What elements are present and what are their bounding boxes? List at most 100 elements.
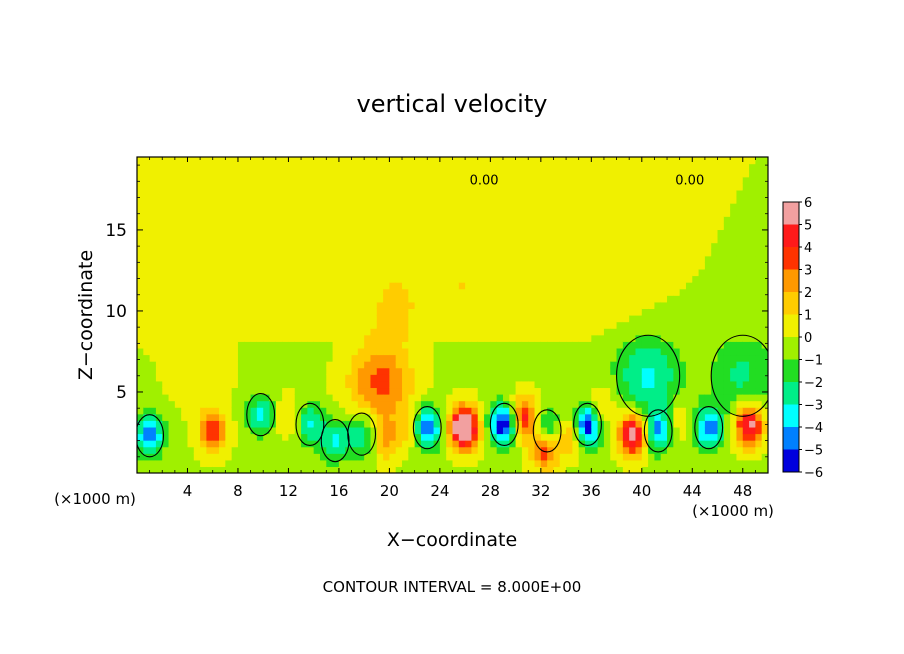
field-cell [603,347,611,356]
field-cell [477,321,485,329]
field-cell [717,282,725,290]
field-cell [566,446,573,454]
field-cell [219,203,226,211]
field-cell [622,334,630,342]
field-cell [578,347,586,356]
field-cell [433,170,441,178]
field-cell [427,236,435,244]
field-cell [187,163,195,171]
field-cell [219,413,226,421]
field-cell [137,315,144,323]
field-cell [685,308,693,316]
field-cell [755,400,763,408]
field-cell [540,222,548,231]
field-cell [206,209,214,217]
field-cell [187,295,195,303]
field-cell [345,301,353,310]
field-cell [572,328,580,336]
field-cell [572,446,580,454]
field-cell [648,282,656,290]
field-cell [439,334,447,342]
colorbar-swatch [783,449,799,473]
field-cell [654,387,662,395]
field-cell [559,341,567,349]
field-cell [149,268,157,277]
field-cell [692,176,700,184]
field-cell [629,209,637,217]
field-cell [553,222,561,231]
field-cell [685,315,693,323]
field-cell [521,216,529,224]
field-cell [275,229,283,237]
field-cell [263,426,271,435]
field-cell [465,440,473,448]
field-cell [755,466,763,473]
field-cell [477,249,485,257]
field-cell [181,229,189,237]
field-cell [502,367,510,375]
field-cell [730,203,738,211]
field-cell [389,196,397,204]
field-cell [749,453,756,461]
field-cell [648,426,656,435]
field-cell [332,189,340,198]
field-cell [319,203,327,211]
field-cell [610,308,618,316]
field-cell [572,157,580,165]
field-cell [673,446,681,454]
field-cell [603,163,611,171]
field-cell [559,189,567,198]
field-cell [616,209,624,217]
field-cell [484,394,491,402]
field-cell [439,301,447,310]
field-cell [275,209,283,217]
field-cell [181,216,189,224]
field-cell [187,209,195,217]
field-cell [351,249,359,257]
field-cell [395,249,403,257]
field-cell [566,262,573,270]
field-cell [528,282,536,290]
field-cell [547,196,555,204]
field-cell [648,341,656,349]
field-cell [477,308,485,316]
chart-title: vertical velocity [357,90,548,118]
field-cell [155,440,163,448]
field-cell [181,341,189,349]
field-cell [610,426,618,435]
field-cell [616,387,624,395]
field-cell [376,400,384,408]
field-cell [673,334,681,342]
field-cell [717,242,725,250]
field-cell [648,380,656,389]
field-cell [622,446,630,454]
field-cell [591,407,599,415]
field-cell [749,334,756,342]
field-cell [288,446,296,454]
field-cell [307,203,315,211]
field-cell [420,367,428,375]
field-cell [389,453,397,461]
field-cell [597,301,605,310]
field-cell [231,374,239,382]
field-cell [181,400,189,408]
field-cell [566,413,573,421]
field-cell [559,196,567,204]
field-cell [540,334,548,342]
field-cell [269,203,277,211]
field-cell [723,466,731,473]
field-cell [420,275,428,283]
field-cell [439,163,447,171]
field-cell [603,189,611,198]
field-cell [458,216,466,224]
field-cell [420,176,428,184]
field-cell [193,275,201,283]
field-cell [446,328,454,336]
field-cell [149,328,157,336]
field-cell [250,216,258,224]
field-cell [137,176,144,184]
field-cell [408,176,416,184]
field-cell [168,262,176,270]
field-cell [761,446,768,454]
field-cell [749,446,756,454]
